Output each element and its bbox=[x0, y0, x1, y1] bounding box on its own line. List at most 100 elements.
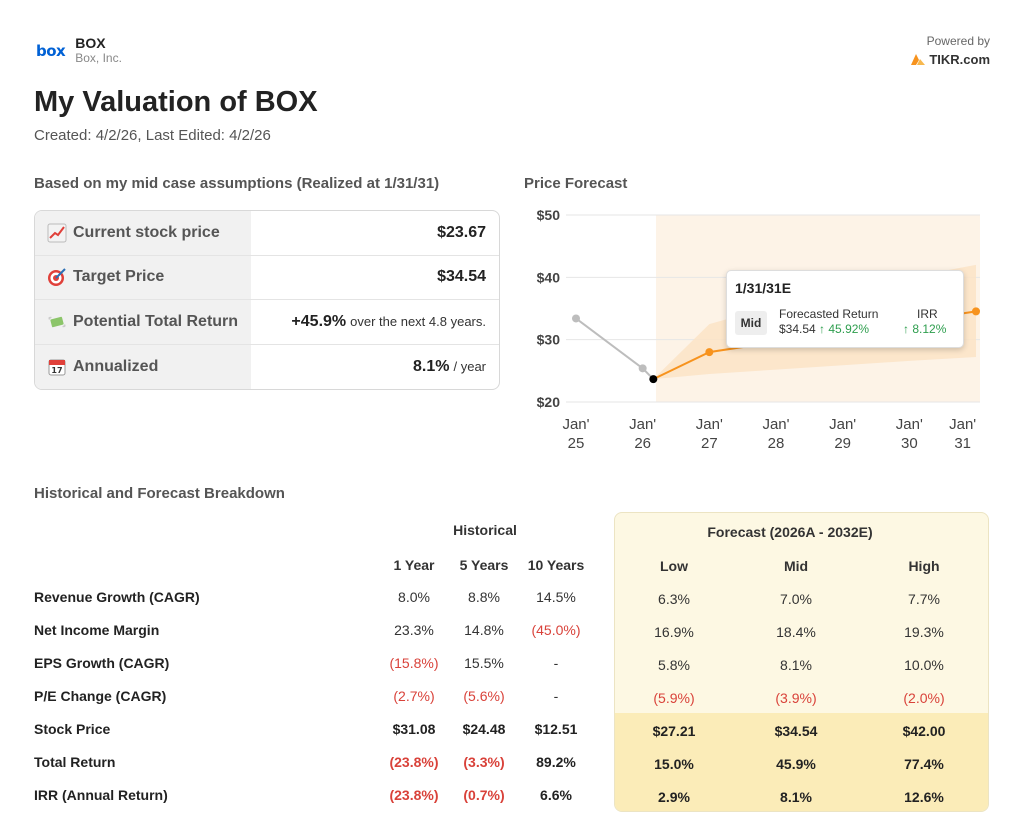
x-tick-label: Jan' 25 bbox=[562, 416, 589, 452]
table-cell: 6.3% bbox=[658, 591, 690, 607]
table-cell: (23.8%) bbox=[389, 787, 439, 803]
table-cell: 23.3% bbox=[394, 622, 434, 638]
x-tick-label: Jan' 29 bbox=[829, 416, 856, 452]
table-cell: - bbox=[553, 655, 559, 671]
tooltip-irr-label: IRR bbox=[917, 307, 938, 321]
table-cell: $34.54 bbox=[774, 723, 818, 739]
table-cell: 5.8% bbox=[658, 657, 690, 673]
assumption-label: Potential Total Return bbox=[73, 312, 239, 330]
x-tick-label: Jan' 28 bbox=[762, 416, 789, 452]
column-header: Mid bbox=[783, 558, 809, 574]
annualized-value: 8.1% bbox=[413, 357, 450, 375]
row-label: P/E Change (CAGR) bbox=[34, 688, 167, 704]
assumption-label: Current stock price bbox=[73, 223, 220, 241]
brand: box BOX Box, Inc. bbox=[36, 36, 122, 66]
table-cell: (5.6%) bbox=[463, 688, 505, 704]
table-cell: (15.8%) bbox=[389, 655, 439, 671]
tooltip-case-badge: Mid bbox=[735, 311, 767, 335]
table-cell: 77.4% bbox=[904, 756, 944, 772]
table-cell: $31.08 bbox=[392, 721, 436, 737]
table-cell: 15.5% bbox=[464, 655, 504, 671]
table-cell: - bbox=[553, 688, 559, 704]
table-cell: (3.9%) bbox=[775, 690, 817, 706]
chart-increasing-icon bbox=[47, 223, 67, 243]
svg-text:Jan': Jan' bbox=[762, 416, 789, 433]
row-label: Net Income Margin bbox=[34, 622, 160, 638]
table-cell: 7.7% bbox=[908, 591, 940, 607]
assumptions-heading: Based on my mid case assumptions (Realiz… bbox=[34, 175, 440, 192]
table-cell: 89.2% bbox=[536, 754, 576, 770]
table-cell: (3.3%) bbox=[463, 754, 505, 770]
calendar-icon: 17 bbox=[48, 359, 66, 376]
chart-tooltip: 1/31/31E Mid Forecasted Return IRR $34.5… bbox=[726, 270, 964, 348]
svg-text:Jan': Jan' bbox=[949, 416, 976, 433]
y-tick-label: $20 bbox=[537, 394, 561, 410]
svg-text:27: 27 bbox=[701, 435, 718, 452]
forecast-point[interactable] bbox=[972, 307, 980, 316]
historical-title: Historical bbox=[453, 522, 517, 538]
page-subtitle: Created: 4/2/26, Last Edited: 4/2/26 bbox=[34, 127, 271, 144]
page-title: My Valuation of BOX bbox=[34, 86, 318, 118]
table-cell: 12.6% bbox=[904, 789, 944, 805]
historical-point[interactable] bbox=[572, 314, 580, 323]
forecast-title: Forecast (2026A - 2032E) bbox=[707, 524, 873, 540]
table-cell: 45.9% bbox=[776, 756, 816, 772]
svg-text:31: 31 bbox=[954, 435, 971, 452]
breakdown-heading: Historical and Forecast Breakdown bbox=[34, 485, 285, 502]
tooltip-price: $34.54 bbox=[779, 322, 816, 336]
svg-text:29: 29 bbox=[834, 435, 851, 452]
forecast-point[interactable] bbox=[705, 348, 714, 357]
x-tick-label: Jan' 30 bbox=[896, 416, 923, 452]
current-price-point[interactable] bbox=[649, 375, 658, 384]
brand-text: BOX Box, Inc. bbox=[75, 36, 122, 66]
total-return-suffix: over the next 4.8 years. bbox=[350, 314, 486, 330]
row-label: Stock Price bbox=[34, 721, 111, 737]
column-header: 10 Years bbox=[527, 557, 585, 573]
table-cell: 16.9% bbox=[654, 624, 694, 640]
row-label: Total Return bbox=[34, 754, 116, 770]
table-cell: 8.1% bbox=[780, 789, 812, 805]
table-cell: $27.21 bbox=[652, 723, 696, 739]
tikr-link[interactable]: TIKR.com bbox=[911, 52, 990, 67]
target-price-value: $34.54 bbox=[437, 268, 486, 286]
table-cell: (2.7%) bbox=[393, 688, 435, 704]
tooltip-return-value: ↑ 45.92% bbox=[819, 322, 870, 336]
assumption-row-target-price: Target Price $34.54 bbox=[35, 255, 499, 300]
row-label: EPS Growth (CAGR) bbox=[34, 655, 170, 671]
table-cell: 8.8% bbox=[468, 589, 500, 605]
assumption-row-annualized: 17 Annualized 8.1% / year bbox=[35, 344, 499, 389]
table-cell: 7.0% bbox=[780, 591, 812, 607]
box-logo: box bbox=[36, 41, 66, 60]
annualized-suffix: / year bbox=[453, 359, 486, 375]
assumption-row-total-return: Potential Total Return +45.9% over the n… bbox=[35, 300, 499, 345]
assumptions-card: Current stock price $23.67 Target Price … bbox=[34, 210, 500, 390]
tooltip-return-label: Forecasted Return bbox=[779, 307, 879, 321]
row-label: Revenue Growth (CAGR) bbox=[34, 589, 200, 605]
table-cell: (2.0%) bbox=[903, 690, 945, 706]
tooltip-price-return: $34.54 ↑ 45.92% bbox=[779, 322, 869, 336]
svg-text:Jan': Jan' bbox=[562, 416, 589, 433]
table-cell: $24.48 bbox=[462, 721, 506, 737]
tikr-label: TIKR.com bbox=[929, 52, 990, 67]
y-tick-label: $40 bbox=[537, 269, 561, 285]
svg-text:17: 17 bbox=[51, 366, 62, 375]
row-label: IRR (Annual Return) bbox=[34, 787, 168, 803]
total-return-value: +45.9% bbox=[291, 312, 347, 330]
tooltip-date: 1/31/31E bbox=[735, 280, 792, 296]
svg-text:30: 30 bbox=[901, 435, 918, 452]
assumption-label: Target Price bbox=[73, 268, 165, 286]
table-cell: (45.0%) bbox=[531, 622, 581, 638]
table-cell: 8.0% bbox=[398, 589, 430, 605]
svg-text:Jan': Jan' bbox=[629, 416, 656, 433]
dart-target-icon bbox=[48, 268, 66, 287]
table-cell: 14.5% bbox=[536, 589, 576, 605]
column-header: 5 Years bbox=[459, 557, 509, 573]
svg-text:Jan': Jan' bbox=[829, 416, 856, 433]
current-price-value: $23.67 bbox=[437, 223, 486, 241]
assumption-label: Annualized bbox=[73, 357, 159, 375]
chart-title: Price Forecast bbox=[524, 175, 628, 192]
x-tick-label: Jan' 27 bbox=[696, 416, 723, 452]
x-tick-label: Jan' 26 bbox=[629, 416, 656, 452]
company-name: Box, Inc. bbox=[75, 51, 122, 65]
historical-point[interactable] bbox=[638, 364, 647, 373]
